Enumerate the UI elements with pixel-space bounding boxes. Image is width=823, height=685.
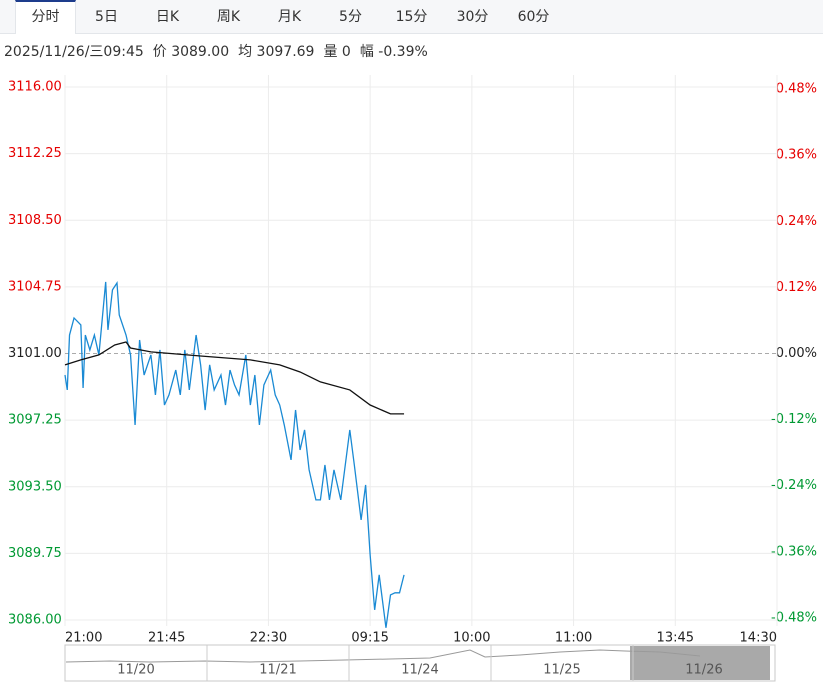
y2-tick-label: 0.12%: [776, 280, 817, 295]
x-tick-label: 21:00: [65, 631, 102, 646]
y-tick-label: 3097.25: [8, 413, 62, 428]
y2-tick-label: -0.12%: [771, 412, 817, 427]
y-tick-label: 3112.25: [8, 146, 62, 161]
y-tick-label: 3104.75: [8, 279, 62, 294]
price-line: [64, 280, 405, 628]
info-item: 价 3089.00: [152, 44, 230, 60]
tab[interactable]: 周K: [216, 9, 241, 25]
x-tick-label: 13:45: [657, 631, 694, 646]
y-tick-label: 3086.00: [8, 613, 62, 628]
info-item: 幅 -0.39%: [359, 44, 428, 60]
navigator-label: 11/21: [259, 663, 296, 678]
tab[interactable]: 5日: [95, 9, 118, 25]
y-tick-label: 3101.00: [8, 346, 62, 361]
tab[interactable]: 60分: [517, 9, 550, 25]
info-item: 均 3097.69: [238, 44, 315, 60]
y2-tick-label: 0.48%: [776, 82, 817, 97]
tab[interactable]: 30分: [456, 9, 489, 25]
y2-tick-label: -0.36%: [771, 544, 817, 559]
y2-tick-label: 0.00%: [776, 346, 817, 361]
y2-tick-label: 0.36%: [776, 148, 817, 163]
y-tick-label: 3116.00: [8, 80, 62, 95]
y-tick-label: 3093.50: [8, 479, 62, 494]
tab[interactable]: 5分: [339, 9, 362, 25]
y-tick-label: 3108.50: [8, 213, 62, 228]
tab[interactable]: 分时: [15, 0, 76, 34]
tab[interactable]: 月K: [277, 9, 302, 25]
navigator-label: 11/26: [685, 663, 722, 678]
y2-tick-label: -0.24%: [771, 478, 817, 493]
x-tick-label: 09:15: [351, 631, 388, 646]
navigator-label: 11/24: [401, 663, 438, 678]
y2-tick-label: 0.24%: [776, 214, 817, 229]
navigator-line: [65, 649, 701, 663]
info-bar: 2025/11/26/三09:45 价 3089.00 均 3097.69 量 0 幅 …: [4, 41, 437, 61]
info-item: 量 0: [323, 44, 351, 60]
tab[interactable]: 日K: [155, 9, 180, 25]
x-tick-label: 22:30: [250, 631, 287, 646]
x-tick-label: 10:00: [453, 631, 490, 646]
x-tick-label: 14:30: [740, 631, 777, 646]
tab-bar: 分时 5日 日K 周K 月K 5分 15分 30分 60分: [0, 0, 823, 34]
info-item: 2025/11/26/三09:45: [4, 44, 144, 60]
y2-tick-label: -0.48%: [771, 610, 817, 625]
x-tick-label: 21:45: [148, 631, 185, 646]
average-line: [64, 341, 405, 415]
y-tick-label: 3089.75: [8, 546, 62, 561]
x-tick-label: 11:00: [555, 631, 592, 646]
navigator-label: 11/25: [543, 663, 580, 678]
navigator-label: 11/20: [117, 663, 154, 678]
tab[interactable]: 15分: [395, 9, 428, 25]
navigator-window[interactable]: [630, 646, 770, 680]
